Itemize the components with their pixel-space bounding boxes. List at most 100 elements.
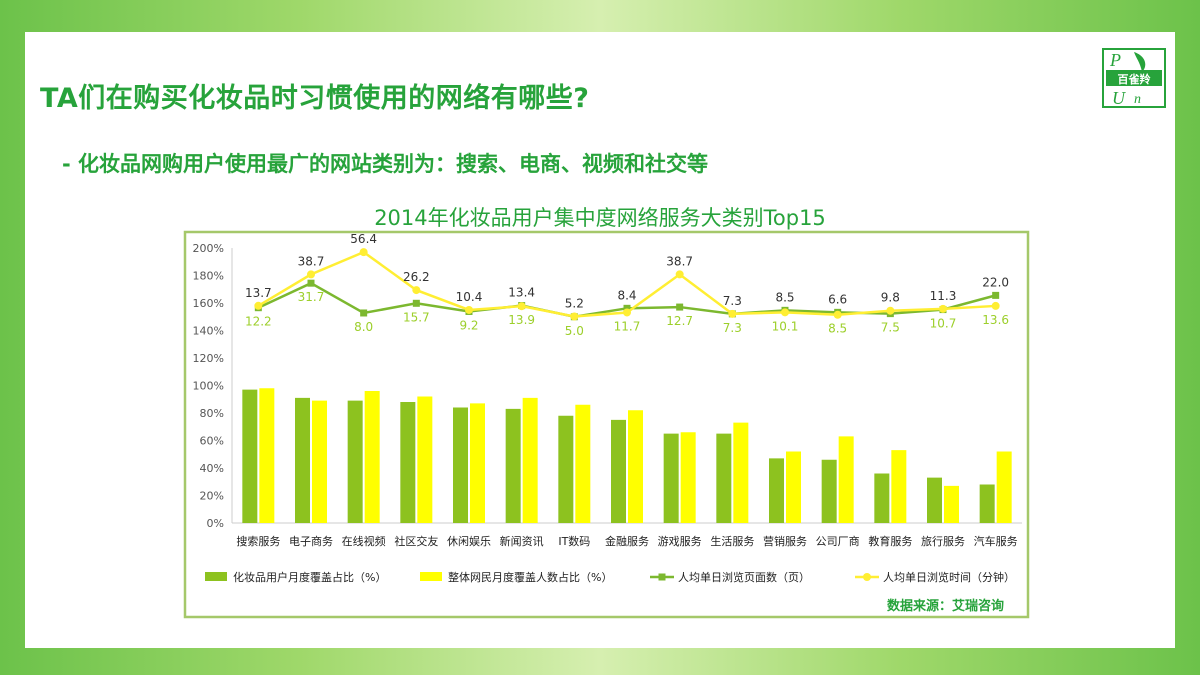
page-heading: TA们在购买化妆品时习惯使用的网络有哪些? [40, 83, 590, 114]
data-label: 12.7 [666, 314, 693, 328]
data-label: 7.3 [723, 294, 742, 308]
line-marker [307, 279, 315, 287]
data-label: 12.2 [245, 315, 272, 329]
line-marker [781, 308, 789, 317]
legend-label: 人均单日浏览时间（分钟） [883, 570, 1015, 584]
data-label: 9.2 [459, 318, 478, 332]
line-marker [359, 248, 368, 257]
line-marker [991, 301, 1000, 310]
y-tick-label: 40% [200, 462, 224, 475]
category-label: 搜索服务 [236, 534, 280, 548]
data-label: 9.8 [881, 291, 900, 305]
category-label: 汽车服务 [974, 534, 1018, 548]
bar [891, 450, 907, 523]
line-marker [676, 303, 684, 311]
y-tick-label: 20% [200, 490, 224, 503]
y-tick-label: 80% [200, 407, 224, 420]
y-tick-label: 180% [193, 270, 224, 283]
data-label: 10.4 [456, 290, 483, 304]
line-marker [623, 308, 631, 317]
category-label: 公司厂商 [816, 534, 860, 548]
category-label: 生活服务 [710, 534, 754, 548]
legend-swatch [205, 572, 227, 581]
bar [575, 404, 591, 523]
line-marker [886, 306, 895, 315]
legend-swatch [420, 572, 442, 581]
data-label: 13.6 [982, 313, 1009, 327]
data-label: 8.4 [617, 288, 636, 302]
data-label: 11.7 [614, 319, 641, 333]
bar [927, 477, 942, 523]
logo-text: 百雀羚 [1118, 72, 1152, 86]
category-label: 新闻资讯 [500, 534, 544, 548]
data-label: 8.5 [828, 322, 847, 336]
data-label: 7.5 [881, 321, 900, 335]
line-marker [307, 270, 315, 279]
y-tick-label: 140% [193, 325, 224, 338]
line-marker [412, 286, 421, 295]
bar [347, 400, 363, 523]
bar [505, 408, 521, 523]
bar [944, 485, 959, 523]
data-label: 13.9 [508, 313, 535, 327]
svg-text:n: n [1134, 92, 1141, 107]
data-label: 10.1 [772, 319, 799, 333]
legend-label: 人均单日浏览页面数（页） [678, 570, 810, 584]
y-tick-label: 160% [193, 297, 224, 310]
category-label: 营销服务 [763, 534, 807, 548]
line-marker [412, 299, 420, 307]
bar [996, 451, 1012, 523]
category-label: IT数码 [558, 535, 590, 548]
category-label: 休闲娱乐 [447, 534, 491, 548]
line-marker [570, 312, 579, 321]
bar [522, 397, 538, 523]
data-label: 38.7 [666, 254, 693, 268]
category-label: 游戏服务 [658, 535, 702, 548]
line-marker [992, 291, 1000, 299]
line-marker [360, 309, 368, 317]
data-label: 26.2 [403, 270, 430, 284]
data-label: 7.3 [723, 321, 742, 335]
legend-label: 化妆品用户月度覆盖占比（%） [233, 570, 386, 584]
data-label: 8.5 [775, 290, 794, 304]
bar [786, 451, 801, 523]
data-label: 8.0 [354, 320, 373, 334]
category-label: 金融服务 [605, 534, 649, 548]
line-marker [675, 270, 684, 279]
data-source: 数据来源：艾瑞咨询 [886, 599, 1004, 614]
svg-text:U: U [1112, 88, 1126, 108]
bar [628, 410, 643, 523]
bar [979, 484, 995, 523]
bar [680, 432, 696, 523]
bar [821, 459, 837, 523]
legend-marker [863, 573, 871, 581]
y-tick-label: 60% [200, 435, 224, 448]
bar [558, 415, 574, 523]
bar [874, 473, 890, 523]
data-label: 13.7 [245, 286, 272, 300]
data-label: 15.7 [403, 310, 430, 324]
y-tick-label: 0% [207, 517, 224, 530]
line-marker [623, 304, 631, 312]
chart-title: 2014年化妆品用户集中度网络服务大类别Top15 [374, 206, 826, 230]
category-label: 电子商务 [289, 534, 333, 548]
y-tick-label: 200% [193, 242, 224, 255]
line-marker [728, 309, 737, 318]
category-label: 教育服务 [868, 534, 912, 548]
bar [663, 433, 679, 523]
category-label: 旅行服务 [921, 534, 965, 548]
data-label: 6.6 [828, 292, 847, 306]
data-label: 38.7 [298, 254, 325, 268]
bar [611, 419, 626, 523]
data-label: 10.7 [930, 317, 957, 331]
data-label: 13.4 [508, 286, 535, 300]
category-label: 社区交友 [394, 534, 438, 548]
line-marker [517, 302, 526, 311]
svg-text:P: P [1109, 50, 1121, 70]
bar [453, 407, 468, 523]
line-marker [833, 310, 842, 319]
bar [417, 396, 433, 523]
data-label: 22.0 [982, 275, 1009, 289]
bar [364, 391, 380, 523]
